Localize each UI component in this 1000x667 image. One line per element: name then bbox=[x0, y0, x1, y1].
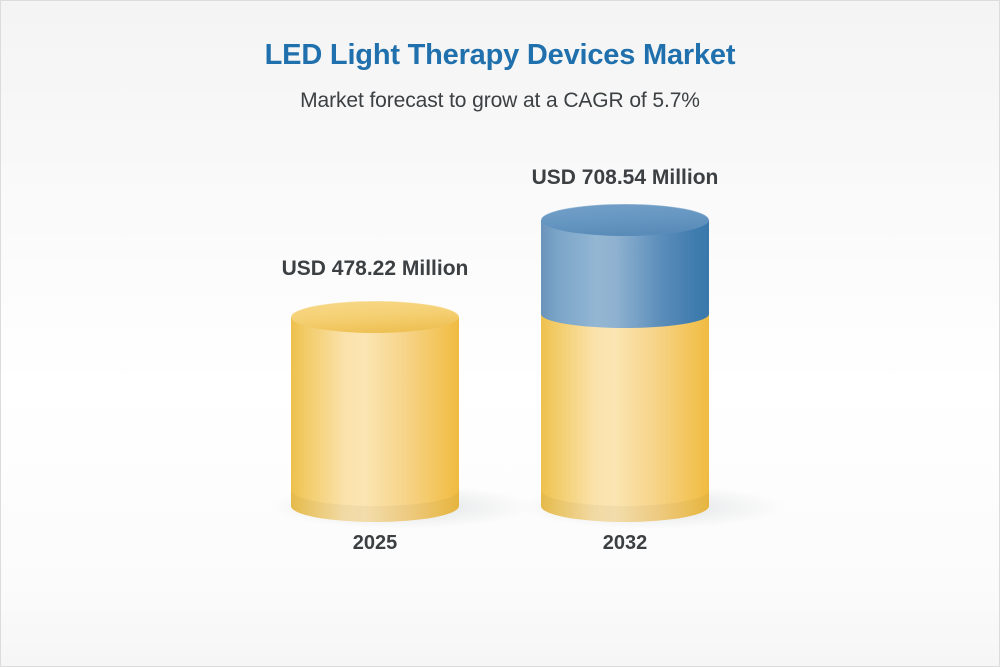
cylinder-2032-top-highlight bbox=[540, 203, 710, 221]
category-label-2032: 2032 bbox=[602, 532, 648, 554]
value-label-2032: USD 708.54 Million bbox=[531, 166, 719, 189]
page-subtitle: Market forecast to grow at a CAGR of 5.7… bbox=[300, 89, 700, 112]
category-label-2025: 2025 bbox=[352, 532, 398, 554]
cylinder-2032-top bbox=[541, 204, 709, 236]
page-title: LED Light Therapy Devices Market bbox=[264, 39, 736, 71]
cylinder-2032-body-growth bbox=[541, 220, 709, 328]
cylinder-2025-top-highlight bbox=[290, 300, 460, 318]
cylinder-2025-top bbox=[291, 301, 459, 333]
value-label-2025: USD 478.22 Million bbox=[281, 257, 469, 280]
cylinder-blue-yellow-icon bbox=[540, 203, 710, 522]
cylinder-2025-body bbox=[291, 317, 459, 522]
cylinder-yellow-icon bbox=[290, 300, 460, 522]
